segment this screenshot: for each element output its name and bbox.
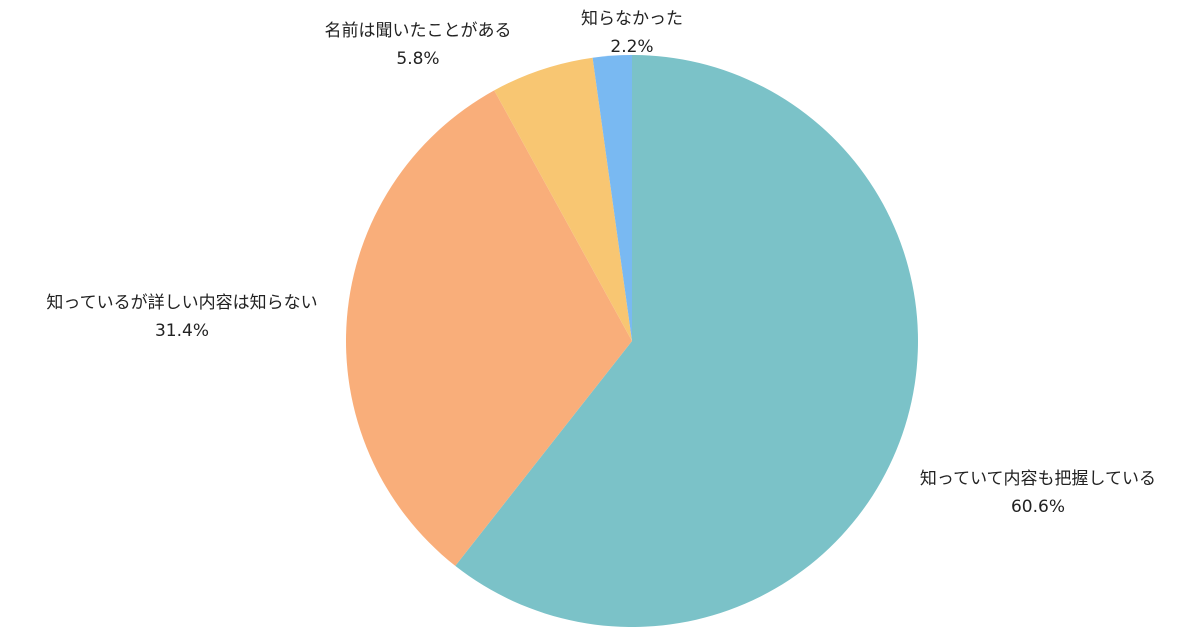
- slice-label: 知っているが詳しい内容は知らない: [46, 293, 317, 313]
- slice-label: 知っていて内容も把握している: [920, 469, 1156, 489]
- pie-slice: [346, 90, 632, 566]
- slice-value-label: 60.6%: [1011, 497, 1065, 517]
- slice-label: 知らなかった: [581, 9, 683, 29]
- slice-label: 名前は聞いたことがある: [325, 21, 512, 41]
- slice-value-label: 31.4%: [155, 321, 209, 341]
- slice-value-label: 2.2%: [610, 37, 653, 57]
- pie-slice: [455, 55, 918, 627]
- pie-slice: [592, 55, 632, 341]
- pie-slice: [494, 57, 632, 342]
- slice-value-label: 5.8%: [396, 49, 439, 69]
